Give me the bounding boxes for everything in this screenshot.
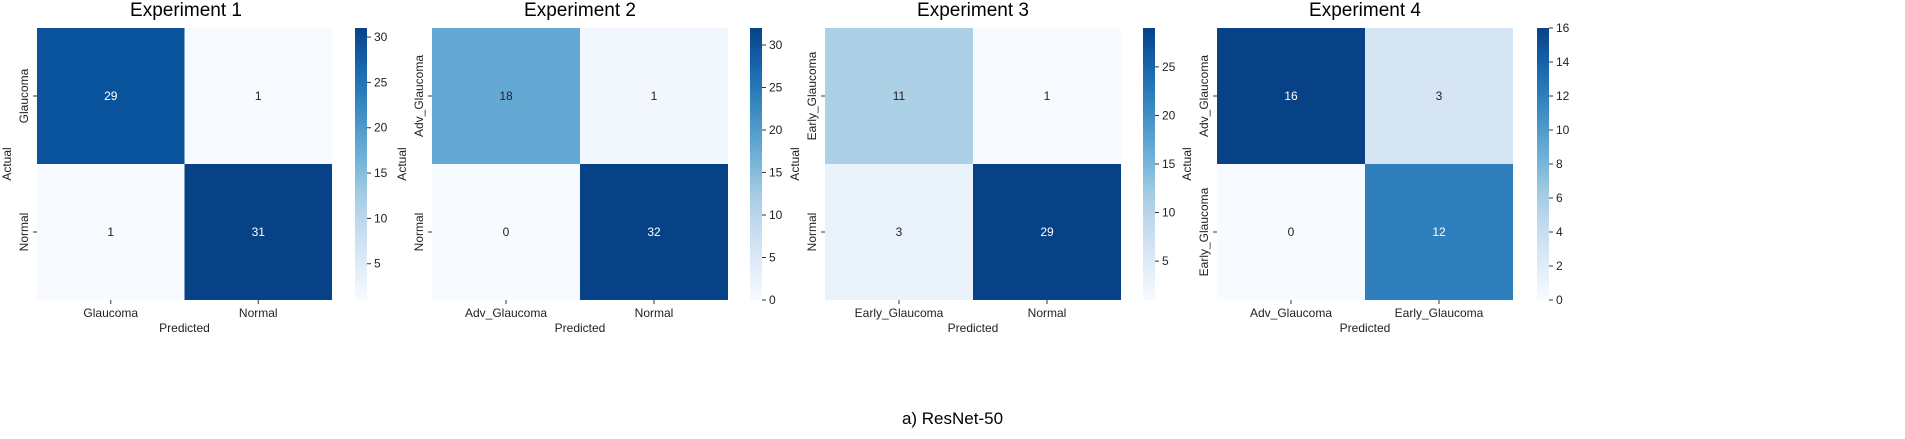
y-tick-label: Early_Glaucoma [1197,187,1211,276]
cell-value: 1 [1044,89,1051,103]
cell-value: 18 [499,89,513,103]
figure-caption: a) ResNet-50 [901,409,1004,428]
heatmap-cell [973,164,1121,300]
colorbar-tick-label: 15 [769,166,783,180]
x-tick-label: Glaucoma [83,306,138,320]
colorbar-tick-label: 30 [769,38,783,52]
x-axis-label: Predicted [159,321,210,335]
colorbar [750,28,762,300]
colorbar-tick-label: 4 [1556,225,1563,239]
heatmap-cell [825,28,973,164]
colorbar-tick-label: 0 [1556,293,1563,307]
colorbar-tick-label: 30 [374,30,388,44]
heatmap-cell [580,28,728,164]
cell-value: 16 [1284,89,1298,103]
cell-value: 12 [1432,225,1446,239]
heatmap-cell [580,164,728,300]
y-tick-label: Normal [17,213,31,252]
cell-value: 31 [252,225,266,239]
colorbar [355,28,367,300]
heatmap-cell [432,28,580,164]
colorbar-tick-label: 0 [769,293,776,307]
x-tick-label: Early_Glaucoma [1395,306,1484,320]
panel-title: Experiment 4 [1309,0,1421,21]
colorbar-tick-label: 10 [374,211,388,225]
y-tick-label: Early_Glaucoma [805,51,819,140]
cell-value: 3 [1436,89,1443,103]
panel-title: Experiment 1 [130,0,242,21]
cell-value: 0 [503,225,510,239]
heatmap-cell [1365,164,1513,300]
colorbar-tick-label: 25 [769,81,783,95]
y-axis-label: Actual [0,147,14,180]
cell-value: 1 [651,89,658,103]
colorbar-tick-label: 5 [769,251,776,265]
heatmap-cell [973,28,1121,164]
cell-value: 1 [255,89,262,103]
colorbar-tick-label: 10 [1162,206,1176,220]
y-tick-label: Normal [805,213,819,252]
cell-value: 1 [107,225,114,239]
colorbar-tick-label: 10 [769,208,783,222]
colorbar-tick-label: 15 [374,166,388,180]
heatmap-cell [432,164,580,300]
heatmap-cell [825,164,973,300]
x-tick-label: Normal [1028,306,1067,320]
x-tick-label: Normal [239,306,278,320]
y-tick-label: Adv_Glaucoma [1197,55,1211,137]
colorbar-tick-label: 10 [1556,123,1570,137]
x-tick-label: Early_Glaucoma [855,306,944,320]
colorbar-tick-label: 25 [374,75,388,89]
heatmap-cell [184,28,332,164]
cell-value: 29 [104,89,118,103]
colorbar-tick-label: 12 [1556,89,1570,103]
colorbar-tick-label: 5 [1162,254,1169,268]
heatmap-cell [1365,28,1513,164]
x-tick-label: Adv_Glaucoma [1250,306,1332,320]
cell-value: 11 [893,89,906,103]
heatmap-cell [1217,28,1365,164]
colorbar-tick-label: 16 [1556,21,1570,35]
colorbar-tick-label: 20 [1162,108,1176,122]
y-tick-label: Glaucoma [17,68,31,123]
heatmap-cell [1217,164,1365,300]
colorbar [1537,28,1549,300]
cell-value: 3 [896,225,903,239]
colorbar-tick-label: 6 [1556,191,1563,205]
y-tick-label: Adv_Glaucoma [412,55,426,137]
y-axis-label: Actual [395,147,409,180]
x-axis-label: Predicted [555,321,606,335]
heatmap-cell [184,164,332,300]
x-tick-label: Adv_Glaucoma [465,306,547,320]
cell-value: 32 [647,225,661,239]
colorbar-tick-label: 14 [1556,55,1570,69]
colorbar-tick-label: 8 [1556,157,1563,171]
colorbar-tick-label: 5 [374,257,381,271]
x-tick-label: Normal [635,306,674,320]
colorbar-tick-label: 15 [1162,157,1176,171]
colorbar-tick-label: 2 [1556,259,1563,273]
y-axis-label: Actual [788,147,802,180]
y-axis-label: Actual [1180,147,1194,180]
cell-value: 29 [1040,225,1054,239]
heatmap-cell [37,28,185,164]
colorbar [1143,28,1155,300]
heatmap-cell [37,164,185,300]
colorbar-tick-label: 20 [374,121,388,135]
x-axis-label: Predicted [1340,321,1391,335]
panel-title: Experiment 3 [917,0,1029,21]
y-tick-label: Normal [412,213,426,252]
colorbar-tick-label: 25 [1162,60,1176,74]
panel-title: Experiment 2 [524,0,636,21]
cell-value: 0 [1288,225,1295,239]
colorbar-tick-label: 20 [769,123,783,137]
x-axis-label: Predicted [948,321,999,335]
